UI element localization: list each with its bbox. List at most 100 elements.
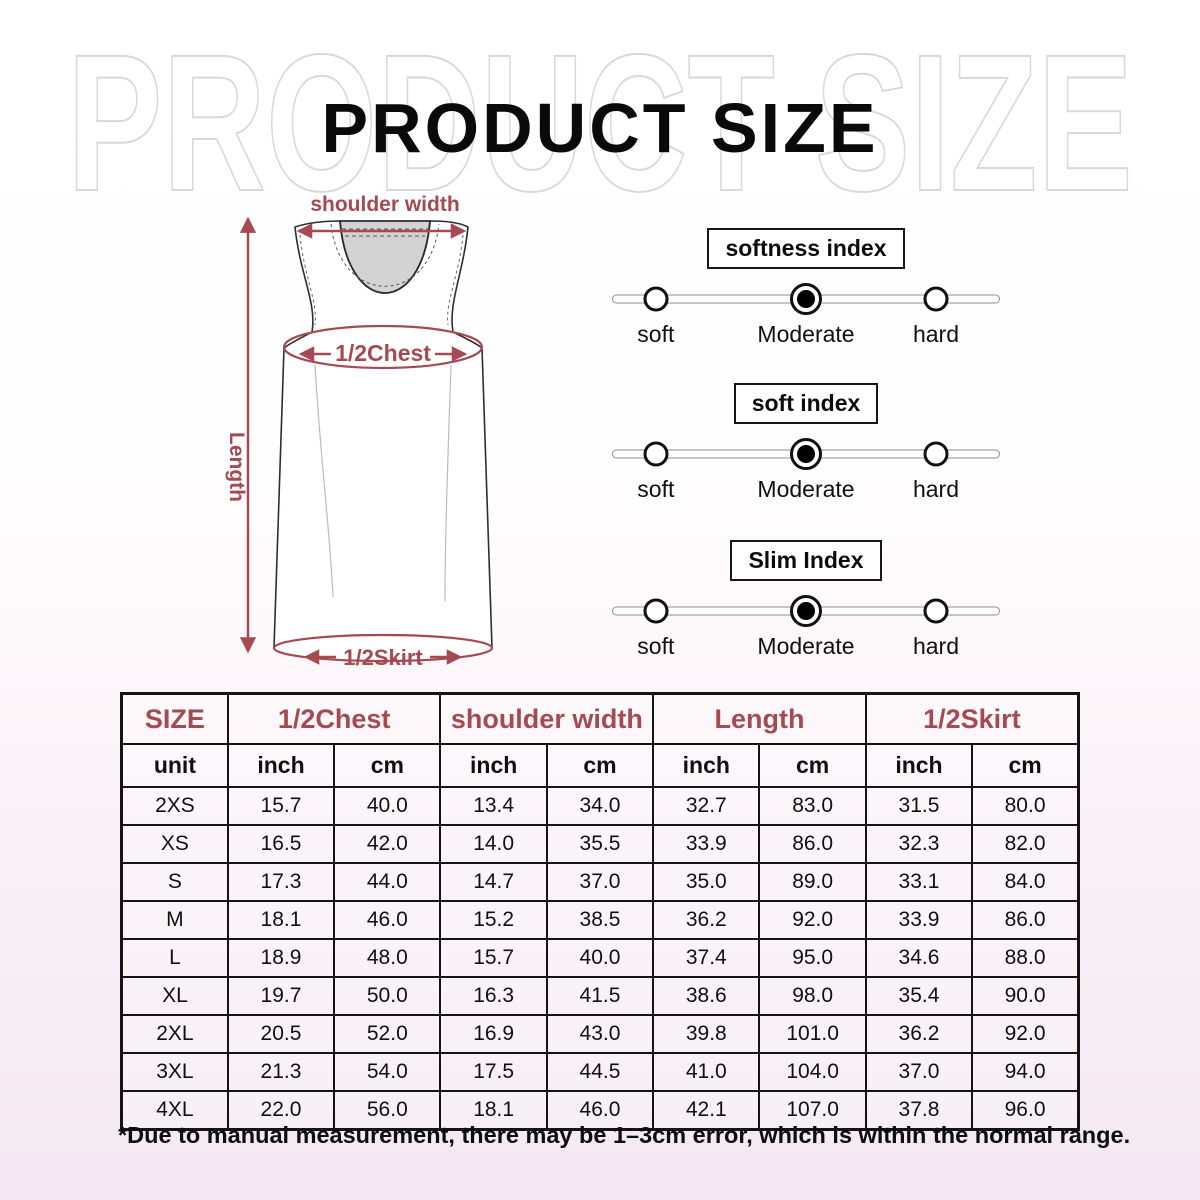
slider-option-label: hard <box>912 476 959 502</box>
half-chest-label: 1/2Chest <box>335 340 431 366</box>
slider-option-labels: soft Moderate hard <box>612 633 1000 663</box>
size-cell: 3XL <box>120 1052 229 1092</box>
slider-option-label: soft <box>637 633 675 659</box>
value-cell: 36.2 <box>652 900 761 940</box>
value-cell: 101.0 <box>758 1014 867 1054</box>
value-cell: 33.1 <box>864 862 974 902</box>
value-cell: 54.0 <box>333 1052 442 1092</box>
value-cell: 83.0 <box>758 786 867 826</box>
value-cell: 48.0 <box>333 938 442 978</box>
value-cell: 14.0 <box>439 824 548 864</box>
skirt-ellipse <box>272 633 494 663</box>
table-row: 4XL 22.0 56.0 18.1 46.0 42.1 107.0 37.8 … <box>120 1090 1080 1131</box>
value-cell: 35.5 <box>545 824 655 864</box>
value-cell: 90.0 <box>971 976 1080 1016</box>
value-cell: 56.0 <box>333 1090 442 1131</box>
fold-line-left <box>314 364 334 598</box>
armhole-seam-left <box>299 234 316 326</box>
table-row: 2XS 15.7 40.0 13.4 34.0 32.7 83.0 31.5 8… <box>120 786 1080 826</box>
table-row: 3XL 21.3 54.0 17.5 44.5 41.0 104.0 37.0 … <box>120 1052 1080 1092</box>
size-cell: XL <box>120 976 229 1016</box>
table-row: S 17.3 44.0 14.7 37.0 35.0 89.0 33.1 84.… <box>120 862 1080 902</box>
unit-cell: cm <box>971 743 1080 788</box>
size-table-body: 2XS 15.7 40.0 13.4 34.0 32.7 83.0 31.5 8… <box>120 786 1080 1131</box>
value-cell: 35.0 <box>652 862 761 902</box>
slider-knob-soft[interactable] <box>643 598 669 624</box>
value-cell: 15.7 <box>439 938 548 978</box>
value-cell: 14.7 <box>439 862 548 902</box>
slider-title-box: Slim Index <box>730 540 882 581</box>
slider-option-label: soft <box>637 476 675 502</box>
unit-cell: unit <box>120 743 229 788</box>
size-cell: 2XL <box>120 1014 229 1054</box>
armhole-seam-right <box>447 234 464 326</box>
value-cell: 44.5 <box>545 1052 655 1092</box>
slider-option-label: hard <box>912 321 959 347</box>
slider-knob-moderate[interactable] <box>790 438 822 470</box>
col-header-size: SIZE <box>120 692 229 745</box>
measurement-disclaimer: *Due to manual measurement, there may be… <box>118 1122 1131 1148</box>
length-label: Length <box>225 432 248 502</box>
value-cell: 107.0 <box>758 1090 867 1131</box>
value-cell: 88.0 <box>971 938 1080 978</box>
value-cell: 16.9 <box>439 1014 548 1054</box>
value-cell: 19.7 <box>226 976 336 1016</box>
slider-knob-soft[interactable] <box>643 441 669 467</box>
value-cell: 38.6 <box>652 976 761 1016</box>
slider-title-box: softness index <box>707 228 905 269</box>
value-cell: 32.3 <box>864 824 974 864</box>
selected-dot <box>797 602 815 620</box>
value-cell: 46.0 <box>333 900 442 940</box>
value-cell: 15.2 <box>439 900 548 940</box>
slider-option-label: soft <box>637 321 675 347</box>
unit-cell: inch <box>864 743 974 788</box>
slider-knob-hard[interactable] <box>923 441 949 467</box>
slider-knob-moderate[interactable] <box>790 595 822 627</box>
value-cell: 36.2 <box>864 1014 974 1054</box>
value-cell: 22.0 <box>226 1090 336 1131</box>
value-cell: 80.0 <box>971 786 1080 826</box>
value-cell: 16.5 <box>226 824 336 864</box>
neckline <box>339 220 431 294</box>
value-cell: 15.7 <box>226 786 336 826</box>
value-cell: 17.3 <box>226 862 336 902</box>
size-cell: 4XL <box>120 1090 229 1131</box>
value-cell: 46.0 <box>545 1090 655 1131</box>
value-cell: 18.1 <box>226 900 336 940</box>
table-row: XS 16.5 42.0 14.0 35.5 33.9 86.0 32.3 82… <box>120 824 1080 864</box>
slider-knob-hard[interactable] <box>923 286 949 312</box>
slider-title: soft index <box>751 390 861 416</box>
index-slider: Slim Index soft Moderate hard <box>612 540 1000 663</box>
slider-option-labels: soft Moderate hard <box>612 476 1000 506</box>
size-cell: M <box>120 900 229 940</box>
value-cell: 33.9 <box>864 900 974 940</box>
size-cell: L <box>120 938 229 978</box>
size-table: SIZE 1/2Chest shoulder width Length 1/2S… <box>120 692 1080 1131</box>
value-cell: 18.1 <box>439 1090 548 1131</box>
index-slider: softness index soft Moderate hard <box>612 228 1000 351</box>
value-cell: 18.9 <box>226 938 336 978</box>
value-cell: 21.3 <box>226 1052 336 1092</box>
value-cell: 104.0 <box>758 1052 867 1092</box>
slider-knob-hard[interactable] <box>923 598 949 624</box>
neck-seam-dashed <box>330 223 440 287</box>
unit-cell: cm <box>758 743 867 788</box>
selected-dot <box>797 290 815 308</box>
slider-option-label: Moderate <box>757 633 855 659</box>
slider-title: Slim Index <box>748 547 864 573</box>
value-cell: 86.0 <box>758 824 867 864</box>
unit-cell: cm <box>333 743 442 788</box>
size-cell: XS <box>120 824 229 864</box>
value-cell: 41.5 <box>545 976 655 1016</box>
index-slider: soft index soft Moderate hard <box>612 383 1000 506</box>
slider-knob-soft[interactable] <box>643 286 669 312</box>
slider-knob-moderate[interactable] <box>790 283 822 315</box>
value-cell: 37.4 <box>652 938 761 978</box>
value-cell: 86.0 <box>971 900 1080 940</box>
table-row: 2XL 20.5 52.0 16.9 43.0 39.8 101.0 36.2 … <box>120 1014 1080 1054</box>
dress-measurement-diagram: Length shoulder width 1/2Chest 1/2Skirt <box>225 195 494 670</box>
table-header-row: SIZE 1/2Chest shoulder width Length 1/2S… <box>120 692 1080 745</box>
value-cell: 84.0 <box>971 862 1080 902</box>
selected-dot <box>797 445 815 463</box>
slider-option-labels: soft Moderate hard <box>612 321 1000 351</box>
